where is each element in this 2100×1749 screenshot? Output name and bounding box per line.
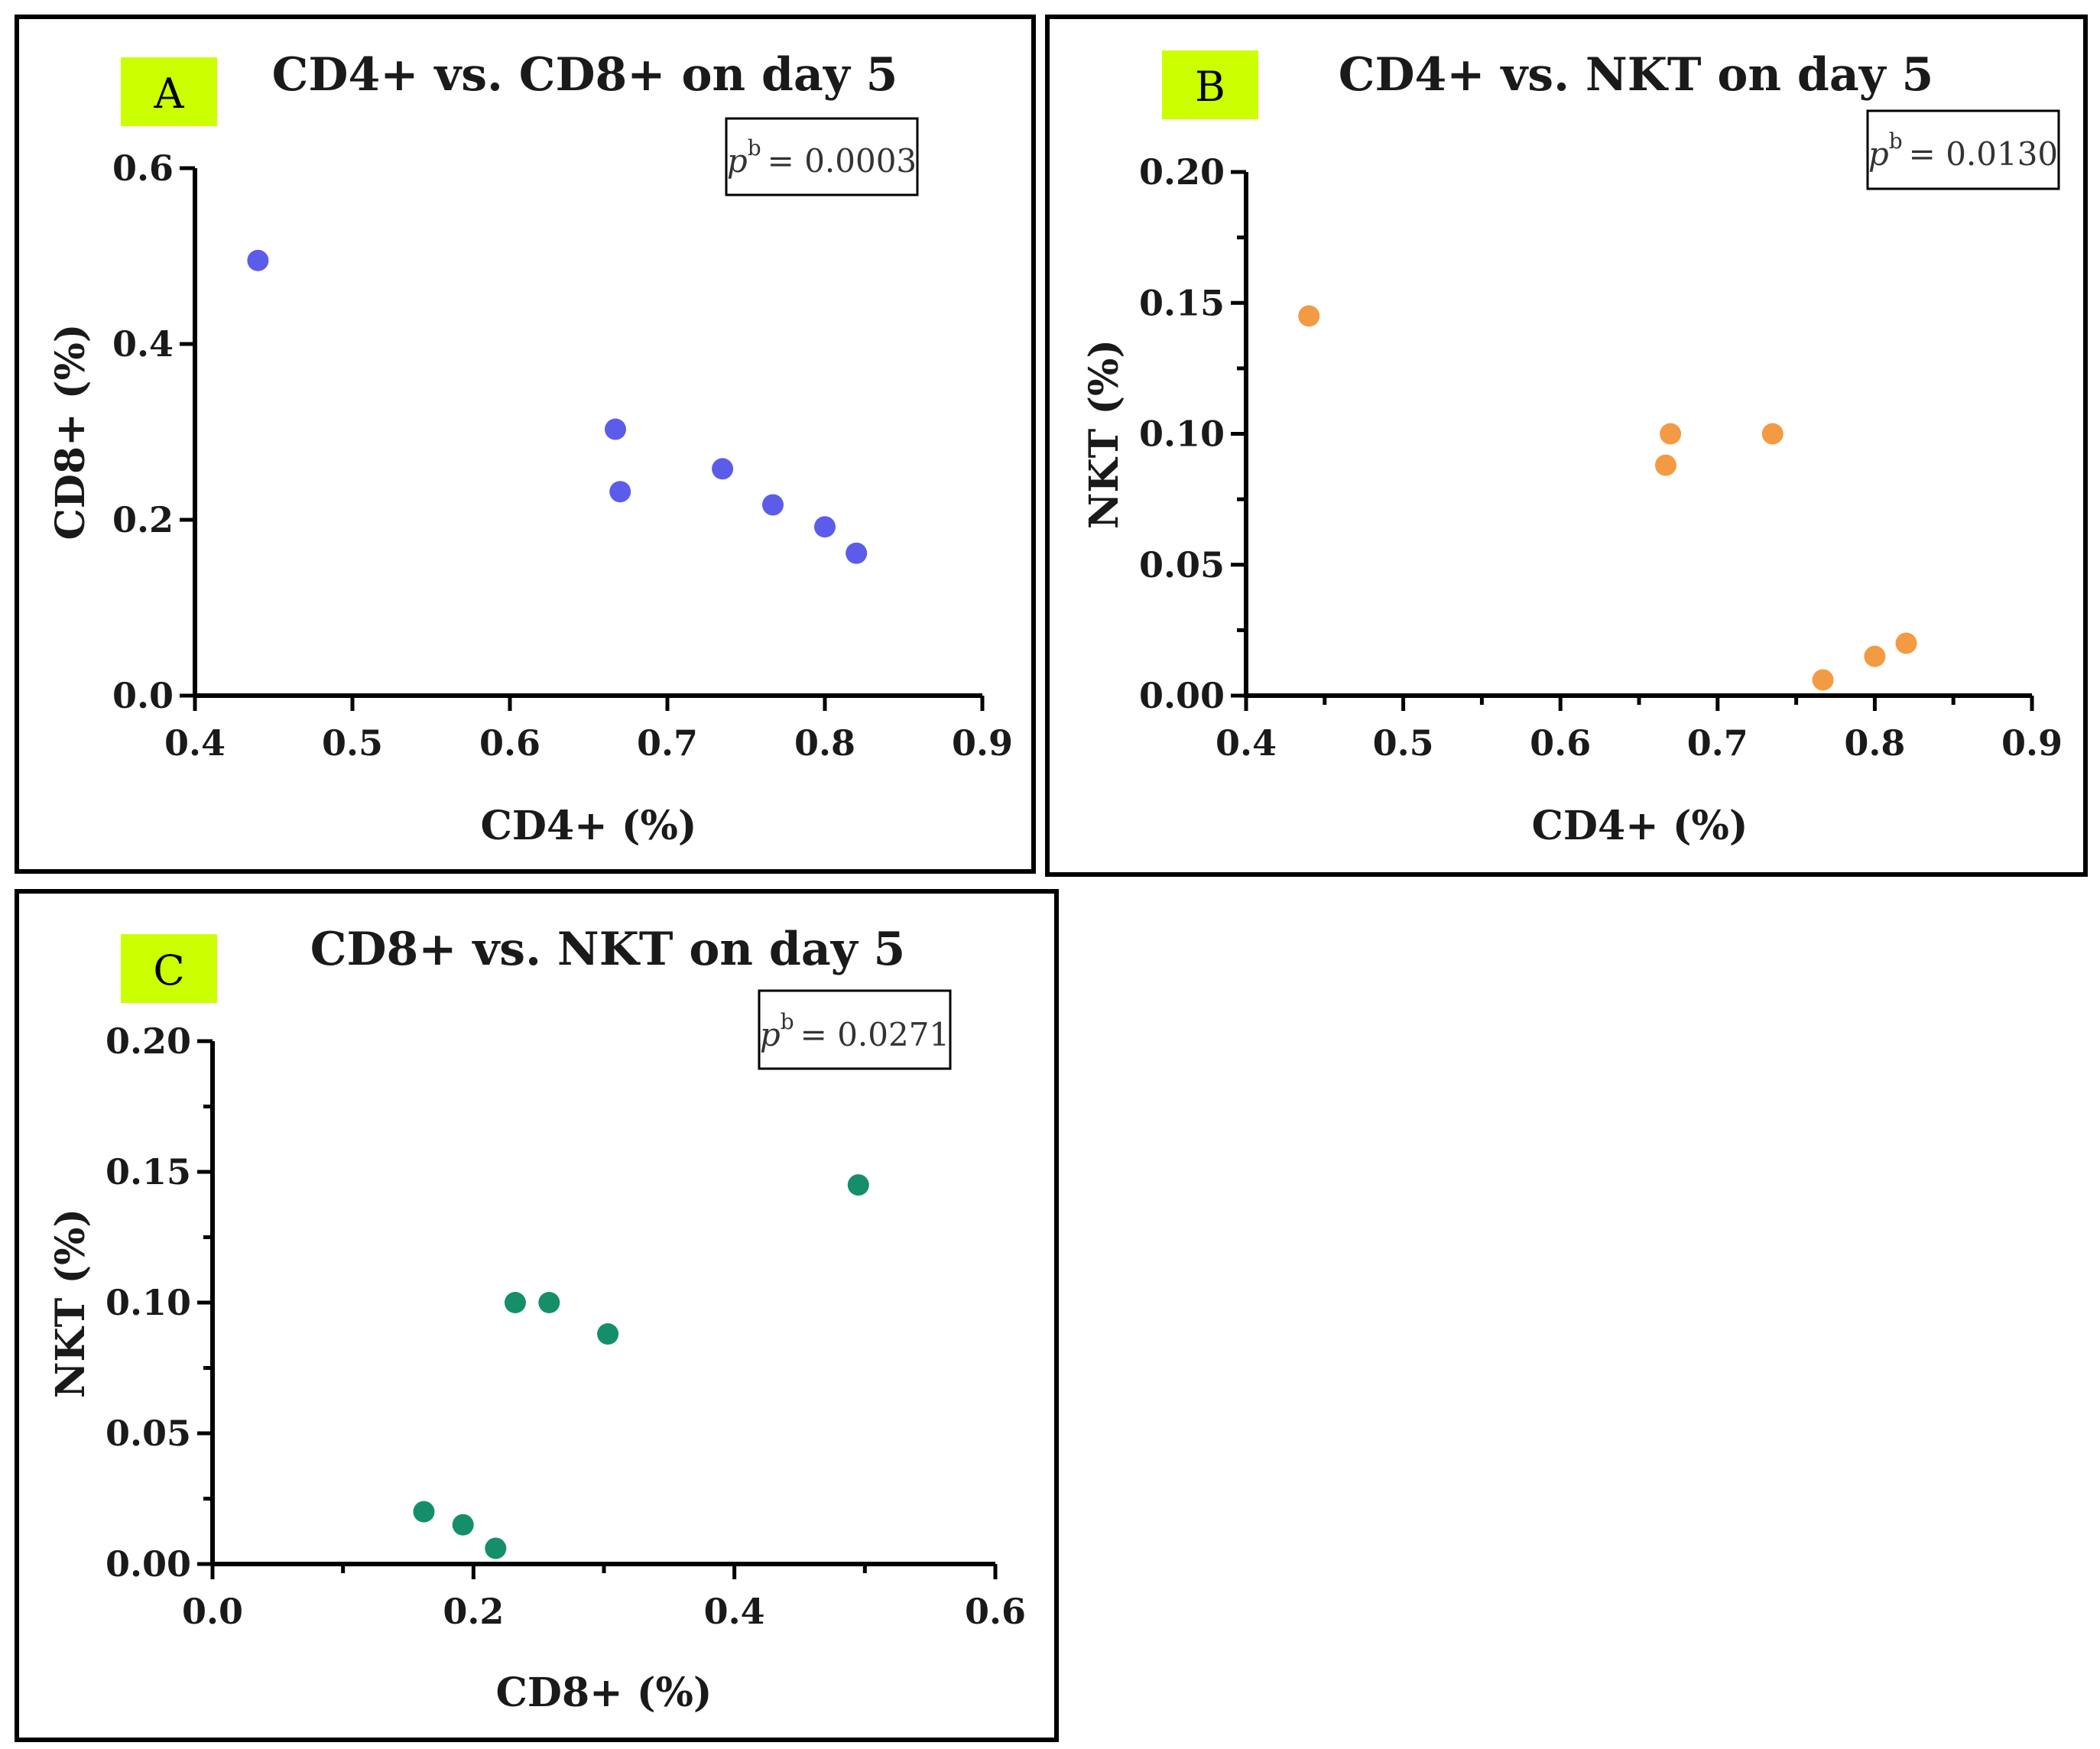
panel-a-border [15, 15, 1036, 874]
panel-c-border [15, 889, 1059, 1742]
x-axis-ticks: 0.4 0.5 0.6 0.7 0.8 0.9 [1216, 696, 2063, 764]
x-tick-label: 0.8 [1844, 722, 1905, 764]
panel-b-label: B [1195, 63, 1225, 111]
x-axis-label: CD8+ (%) [496, 1670, 712, 1716]
data-point [504, 1292, 526, 1313]
data-point [1298, 305, 1320, 327]
x-tick-label: 0.6 [1530, 722, 1591, 764]
panel-b-pvalue: pb = 0.0130 [1868, 128, 2058, 173]
y-tick-label: 0.2 [112, 499, 174, 540]
x-tick-label: 0.5 [322, 722, 383, 764]
y-tick-label: 0.20 [1139, 151, 1225, 193]
data-point [605, 418, 627, 440]
panel-a-pvalue: pb = 0.0003 [727, 135, 917, 180]
data-point [1660, 423, 1682, 445]
panel-c-pvalue-box [758, 989, 952, 1070]
data-point [1812, 669, 1834, 691]
y-axis-ticks: 0.0 0.2 0.4 0.6 [112, 148, 195, 716]
y-tick-label: 0.10 [1139, 414, 1225, 455]
x-tick-label: 0.4 [704, 1591, 765, 1632]
panel-a-pvalue-box [725, 117, 919, 196]
x-axis-ticks: 0.0 0.2 0.4 0.6 [182, 1564, 1026, 1632]
data-point [712, 458, 734, 480]
x-tick-label: 0.2 [443, 1591, 504, 1632]
panel-a-label-box [121, 57, 217, 126]
x-tick-label: 0.7 [637, 722, 698, 764]
pvalue-text: = 0.0271 [800, 1016, 950, 1053]
panel-c-label-box [121, 934, 217, 1003]
panel-c-pvalue: pb = 0.0271 [760, 1009, 949, 1053]
pvalue-symbol: p [760, 1016, 781, 1053]
data-point [247, 249, 269, 271]
pvalue-text: = 0.0003 [768, 142, 917, 180]
y-tick-label: 0.00 [1139, 675, 1225, 716]
data-point [538, 1292, 560, 1313]
pvalue-superscript: b [781, 1009, 794, 1034]
pvalue-symbol: p [1868, 135, 1889, 173]
x-tick-label: 0.9 [952, 722, 1013, 764]
pvalue-superscript: b [1889, 128, 1903, 154]
y-axis-ticks: 0.00 0.05 0.10 0.15 0.20 [1139, 151, 1246, 716]
panel-b: B CD4+ vs. NKT on day 5 pb = 0.0130 0.4 0.… [1045, 15, 2088, 877]
data-points [1298, 305, 1917, 691]
data-point [1864, 645, 1886, 667]
panel-c: C CD8+ vs. NKT on day 5 pb = 0.0271 0.0 0.… [15, 889, 1059, 1742]
x-tick-label: 0.0 [182, 1591, 243, 1632]
y-axis-ticks: 0.00 0.05 0.10 0.15 0.20 [105, 1021, 213, 1585]
x-tick-label: 0.8 [794, 722, 855, 764]
y-tick-label: 0.10 [105, 1282, 191, 1323]
y-tick-label: 0.00 [105, 1543, 191, 1585]
y-axis-label: NKT (%) [47, 1209, 94, 1398]
x-axis-ticks: 0.4 0.5 0.6 0.7 0.8 0.9 [164, 696, 1013, 764]
y-tick-label: 0.05 [1139, 544, 1225, 586]
panel-b-label-box [1162, 50, 1258, 119]
y-axis-label: NKT (%) [1081, 339, 1128, 529]
y-tick-label: 0.0 [112, 675, 174, 716]
data-point [597, 1323, 619, 1345]
x-axis-label: CD4+ (%) [1532, 803, 1748, 849]
panel-b-title: CD4+ vs. NKT on day 5 [1339, 48, 1934, 102]
pvalue-text: = 0.0130 [1909, 135, 2059, 173]
data-point [1654, 454, 1676, 476]
x-tick-label: 0.6 [479, 722, 540, 764]
x-tick-label: 0.4 [1216, 722, 1277, 764]
panel-a-title: CD4+ vs. CD8+ on day 5 [272, 48, 898, 102]
x-tick-label: 0.4 [164, 722, 226, 764]
x-tick-label: 0.7 [1687, 722, 1748, 764]
data-point [762, 494, 784, 516]
panel-b-pvalue-box [1866, 109, 2060, 190]
data-point [1761, 423, 1784, 445]
y-axis-label: CD8+ (%) [47, 324, 94, 540]
y-tick-label: 0.15 [105, 1151, 191, 1192]
pvalue-symbol: p [727, 142, 748, 180]
data-points [413, 1174, 869, 1559]
y-tick-label: 0.4 [112, 323, 174, 365]
x-axis-label: CD4+ (%) [481, 803, 697, 849]
x-tick-label: 0.5 [1373, 722, 1434, 764]
y-tick-label: 0.15 [1139, 282, 1225, 323]
x-tick-label: 0.6 [965, 1591, 1026, 1632]
data-point [609, 481, 631, 503]
y-tick-label: 0.05 [105, 1413, 191, 1454]
data-points [247, 249, 868, 564]
data-point [413, 1501, 435, 1523]
panel-a: A CD4+ vs. CD8+ on day 5 pb = 0.0003 0.4 0… [15, 15, 1036, 874]
data-point [1895, 632, 1917, 654]
data-point [846, 542, 868, 564]
data-point [452, 1514, 474, 1536]
panel-a-label: A [154, 70, 185, 118]
x-tick-label: 0.9 [2001, 722, 2063, 764]
data-point [485, 1537, 507, 1559]
panel-c-title: CD8+ vs. NKT on day 5 [310, 923, 906, 976]
data-point [847, 1174, 869, 1196]
panel-c-label: C [153, 946, 184, 995]
y-tick-label: 0.6 [112, 148, 174, 189]
data-point [814, 516, 836, 538]
pvalue-superscript: b [748, 135, 761, 161]
panel-b-border [1045, 15, 2088, 877]
y-tick-label: 0.20 [105, 1021, 191, 1062]
